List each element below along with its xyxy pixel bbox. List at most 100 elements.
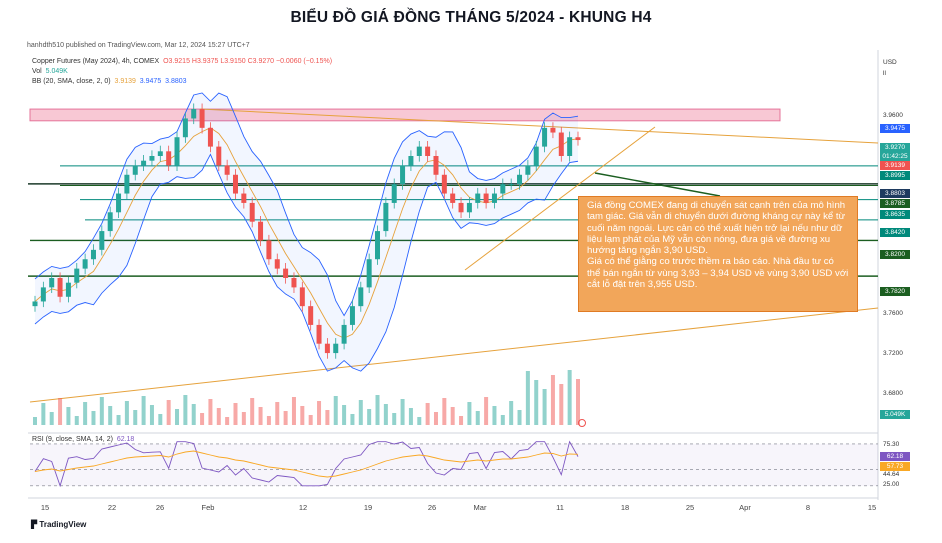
annotation-para-1: Giá đồng COMEX đang di chuyển sát cạnh t… bbox=[587, 200, 846, 257]
volume-bar bbox=[467, 402, 472, 425]
volume-bar bbox=[291, 397, 296, 425]
candle-body bbox=[533, 146, 539, 166]
candle-body bbox=[207, 127, 213, 147]
page-title: BIỂU ĐỒ GIÁ ĐỒNG THÁNG 5/2024 - KHUNG H4 bbox=[290, 9, 652, 26]
currency-unit-sub: ll bbox=[883, 70, 886, 77]
currency-unit-label: USD bbox=[883, 59, 897, 66]
candle-body bbox=[500, 184, 506, 194]
volume-bar bbox=[74, 416, 79, 425]
volume-bar bbox=[500, 415, 505, 425]
candle-body bbox=[400, 165, 406, 185]
publisher-line: hanhdth510 published on TradingView.com,… bbox=[27, 42, 250, 49]
volume-bar bbox=[183, 395, 188, 425]
volume-bar bbox=[41, 403, 46, 425]
volume-bar bbox=[266, 416, 271, 425]
rsi-legend-value: 62.18 bbox=[116, 436, 135, 443]
volume-bar bbox=[191, 404, 196, 425]
tv-logo-text: TradingView bbox=[39, 520, 87, 529]
legend-symbol: Copper Futures (May 2024), 4h, COMEX bbox=[32, 58, 160, 65]
candle-body bbox=[316, 324, 322, 344]
rsi-label: 44.64 bbox=[883, 471, 900, 478]
volume-bar bbox=[58, 398, 63, 425]
volume-bar bbox=[325, 410, 330, 425]
candle-body bbox=[182, 118, 188, 138]
volume-bar bbox=[258, 407, 263, 425]
legend-vol-value: 5.049K bbox=[45, 68, 68, 75]
volume-bar bbox=[33, 417, 37, 425]
time-tick: 15 bbox=[867, 503, 877, 512]
dividend-marker-icon bbox=[578, 419, 586, 427]
candle-body bbox=[542, 127, 548, 147]
price-tag-bb-basis: 3.9139 bbox=[880, 161, 910, 170]
price-tag-bb-upper: 3.9475 bbox=[880, 124, 910, 133]
volume-bar bbox=[308, 415, 313, 425]
time-tick: 12 bbox=[298, 503, 308, 512]
candle-body bbox=[299, 287, 305, 307]
candle-body bbox=[157, 151, 163, 156]
resistance-trendline bbox=[199, 108, 879, 144]
candle-body bbox=[525, 165, 531, 175]
price-tag-bb-lower: 3.8803 bbox=[880, 189, 910, 198]
rsi-legend-label: RSI (9, close, SMA, 14, 2) bbox=[32, 436, 113, 443]
candle-body bbox=[433, 156, 439, 175]
volume-bar bbox=[492, 406, 497, 425]
candle-body bbox=[324, 343, 330, 354]
price-tag-level: 3.8785 bbox=[880, 199, 910, 208]
time-tick: 18 bbox=[620, 503, 630, 512]
candle-body bbox=[124, 174, 130, 194]
candle-body bbox=[567, 137, 573, 156]
time-tick: Mar bbox=[473, 503, 487, 512]
volume-bar bbox=[91, 411, 96, 425]
candle-body bbox=[232, 174, 238, 194]
volume-bar bbox=[233, 403, 238, 425]
rsi-ma-line bbox=[34, 450, 579, 478]
volume-bar bbox=[66, 407, 71, 425]
time-tick: 26 bbox=[155, 503, 165, 512]
annotation-para-2: Giá có thể giằng co trước thềm ra báo cá… bbox=[587, 256, 849, 291]
volume-bar bbox=[484, 397, 489, 425]
candle-body bbox=[116, 193, 122, 213]
volume-bar bbox=[559, 384, 564, 425]
candle-body bbox=[358, 287, 364, 307]
candle-body bbox=[40, 287, 46, 302]
candle-body bbox=[65, 282, 71, 297]
volume-bar bbox=[342, 405, 347, 425]
legend-symbol-row: Copper Futures (May 2024), 4h, COMEX O3.… bbox=[32, 58, 332, 65]
volume-bar bbox=[400, 399, 405, 425]
rsi-line bbox=[34, 440, 579, 488]
candle-body bbox=[199, 109, 205, 128]
volume-bar bbox=[317, 401, 322, 425]
rsi-band bbox=[30, 443, 878, 486]
volume-bar bbox=[116, 415, 121, 425]
volume-bar bbox=[175, 409, 180, 425]
volume-bar bbox=[241, 412, 246, 425]
price-tag-level: 3.8200 bbox=[880, 250, 910, 259]
candle-body bbox=[308, 306, 314, 325]
candle-body bbox=[575, 137, 581, 141]
volume-bar bbox=[450, 407, 455, 425]
candle-body bbox=[508, 184, 514, 186]
candle-body bbox=[383, 202, 389, 232]
candle-body bbox=[216, 146, 222, 166]
support-trendline bbox=[29, 307, 879, 403]
volume-bar bbox=[149, 405, 154, 425]
candle-body bbox=[32, 301, 38, 307]
candle-body bbox=[224, 165, 230, 175]
volume-bar bbox=[550, 375, 555, 425]
legend-bb-upper: 3.9475 bbox=[139, 78, 162, 85]
annotation-pointer bbox=[594, 172, 721, 197]
volume-bar bbox=[208, 399, 213, 425]
currency-unit[interactable]: USD ll bbox=[883, 57, 897, 79]
candle-body bbox=[283, 268, 289, 278]
candle-body bbox=[425, 146, 431, 156]
candle-body bbox=[366, 259, 372, 288]
volume-bar bbox=[534, 380, 539, 425]
price-tag-last: 3.9270 bbox=[880, 143, 910, 152]
candle-body bbox=[274, 259, 280, 269]
volume-bar bbox=[283, 411, 288, 425]
volume-bar bbox=[517, 410, 522, 425]
price-tag-level: 3.8635 bbox=[880, 210, 910, 219]
volume-bar bbox=[49, 412, 54, 425]
rsi-legend: RSI (9, close, SMA, 14, 2) 62.18 bbox=[32, 436, 134, 443]
